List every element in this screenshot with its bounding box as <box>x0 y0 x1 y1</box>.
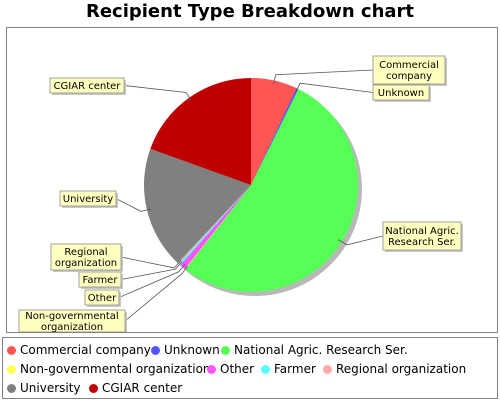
slice-label-text-non-governmental-organization-1: organization <box>41 322 103 332</box>
legend-label-university: University <box>20 381 81 395</box>
leader-line-cgiar-center <box>123 85 193 101</box>
leader-line-non-governmental-organization <box>124 265 188 322</box>
slice-label-text-commercial-company-1: company <box>386 71 432 82</box>
legend-item-university[interactable]: University <box>7 379 81 397</box>
slice-label-text-university-0: University <box>63 194 114 205</box>
legend-swatch-non-governmental-organization <box>7 364 16 374</box>
legend-swatch-other <box>207 364 216 374</box>
legend-item-unknown[interactable]: Unknown <box>151 341 220 359</box>
legend-item-cgiar-center[interactable]: CGIAR center <box>89 379 182 397</box>
legend-swatch-regional-organization <box>323 364 332 374</box>
legend-swatch-unknown <box>151 345 160 355</box>
slice-label-text-national-agric-research-ser-1: Research Ser. <box>388 237 456 248</box>
legend-item-regional-organization[interactable]: Regional organization <box>323 360 466 378</box>
chart-title: Recipient Type Breakdown chart <box>85 1 415 22</box>
pie-slice-commercial-company[interactable] <box>251 78 297 185</box>
slice-label-text-farmer-0: Farmer <box>83 275 119 286</box>
pie-slice-cgiar-center[interactable] <box>150 78 251 185</box>
slice-label-text-cgiar-center-0: CGIAR center <box>54 81 122 92</box>
slice-label-text-regional-organization-0: Regional <box>64 247 107 258</box>
legend-label-commercial-company: Commercial company <box>20 343 151 357</box>
leader-line-national-agric-research-ser <box>338 235 384 246</box>
slice-label-university: University <box>59 190 118 208</box>
legend-label-non-governmental-organization: Non-governmental organization <box>20 362 211 376</box>
pie-slice-unknown[interactable] <box>251 88 299 185</box>
slice-label-text-regional-organization-1: organization <box>55 258 117 269</box>
legend-item-national-agric-research-ser[interactable]: National Agric. Research Ser. <box>221 341 408 359</box>
slice-label-text-commercial-company-0: Commercial <box>379 60 439 71</box>
pie-slice-university[interactable] <box>144 148 251 263</box>
slice-label-other: Other <box>84 289 121 307</box>
pie-slice-non-governmental-organization[interactable] <box>184 185 251 270</box>
legend-label-farmer: Farmer <box>274 362 316 376</box>
legend: Commercial company Unknown National Agric.… <box>2 337 498 399</box>
legend-swatch-national-agric-research-ser <box>221 345 230 355</box>
leader-line-university <box>115 198 151 212</box>
leader-line-other <box>118 263 186 298</box>
legend-label-cgiar-center: CGIAR center <box>102 381 183 395</box>
legend-label-national-agric-research-ser: National Agric. Research Ser. <box>234 343 408 357</box>
plot-area: Commercial company Unknown National Agric. R… <box>6 27 498 334</box>
legend-swatch-commercial-company <box>7 345 16 355</box>
pie-slice-other[interactable] <box>180 185 251 270</box>
legend-label-regional-organization: Regional organization <box>336 362 467 376</box>
leader-line-commercial-company <box>273 69 374 85</box>
slice-label-text-national-agric-research-ser-0: National Agric. <box>385 226 459 237</box>
slice-label-text-non-governmental-organization-0: Non-governmental <box>25 311 118 322</box>
legend-item-farmer[interactable]: Farmer <box>261 360 316 378</box>
legend-swatch-farmer <box>261 364 270 374</box>
leader-line-unknown <box>295 82 374 93</box>
legend-swatch-university <box>7 383 16 393</box>
leader-line-regional-organization <box>120 256 182 269</box>
legend-item-other[interactable]: Other <box>207 360 254 378</box>
slice-label-text-other-0: Other <box>88 293 117 304</box>
pie-slice-farmer[interactable] <box>178 185 251 266</box>
pie-slice-regional-organization[interactable] <box>177 185 251 264</box>
legend-item-non-governmental-organization[interactable]: Non-governmental organization <box>7 360 211 378</box>
slice-label-text-unknown-0: Unknown <box>378 88 424 99</box>
legend-item-commercial-company[interactable]: Commercial company <box>7 341 151 359</box>
legend-label-other: Other <box>220 362 255 376</box>
pie-slice-national-agric-research-ser[interactable] <box>185 89 358 292</box>
legend-label-unknown: Unknown <box>164 343 220 357</box>
slice-label-national-agric-research-ser: National Agric.Research Ser. <box>382 221 463 252</box>
leader-line-farmer <box>120 261 183 280</box>
slice-label-unknown: Unknown <box>372 84 431 102</box>
slice-label-farmer: Farmer <box>78 271 123 289</box>
slice-label-cgiar-center: CGIAR center <box>49 77 126 95</box>
legend-swatch-cgiar-center <box>89 383 98 393</box>
